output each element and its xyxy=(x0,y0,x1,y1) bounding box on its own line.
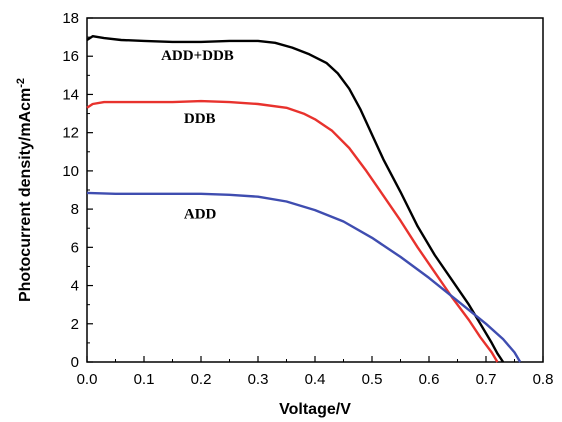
x-tick-label: 0.1 xyxy=(134,371,155,388)
series-label-add: ADD xyxy=(184,207,217,223)
y-axis-ticks: 0 2 4 6 8 10 12 14 16 18 xyxy=(62,10,93,371)
x-tick-label: 0.6 xyxy=(419,371,440,388)
x-tick-label: 0.2 xyxy=(191,371,212,388)
y-tick-label: 2 xyxy=(71,316,79,333)
y-tick-label: 8 xyxy=(71,201,79,218)
series-label-add-ddb: ADD+DDB xyxy=(161,48,234,64)
plot-area-frame xyxy=(86,17,544,363)
x-tick-label: 0.0 xyxy=(77,371,98,388)
y-tick-label: 4 xyxy=(71,278,79,295)
x-tick-label: 0.7 xyxy=(476,371,497,388)
series-label-ddb: DDB xyxy=(184,111,216,127)
y-tick-label: 10 xyxy=(62,163,79,180)
y-tick-label: 14 xyxy=(62,86,79,103)
y-tick-label: 12 xyxy=(62,125,79,142)
x-tick-label: 0.4 xyxy=(305,371,326,388)
x-axis-title: Voltage/V xyxy=(279,401,351,418)
series-annotations: ADD+DDB DDB ADD xyxy=(161,48,234,223)
series-lines xyxy=(86,35,522,363)
series-line-add-ddb xyxy=(86,35,505,363)
series-line-ddb xyxy=(86,99,499,363)
y-tick-label: 18 xyxy=(62,10,79,27)
y-axis-title-main: Photocurrent density/mAcm xyxy=(17,88,34,302)
y-axis-title-superscript: -2 xyxy=(15,78,27,88)
y-tick-label: 16 xyxy=(62,48,79,65)
y-tick-label: 6 xyxy=(71,239,79,256)
series-line-add xyxy=(86,191,522,363)
x-axis-ticks: 0.0 0.1 0.2 0.3 0.4 0.5 0.6 0.7 0.8 xyxy=(77,356,554,388)
x-tick-label: 0.3 xyxy=(248,371,269,388)
x-tick-label: 0.8 xyxy=(533,371,554,388)
y-axis-title: Photocurrent density/mAcm-2 xyxy=(15,78,34,302)
x-tick-label: 0.5 xyxy=(362,371,383,388)
y-tick-label: 0 xyxy=(71,354,79,371)
